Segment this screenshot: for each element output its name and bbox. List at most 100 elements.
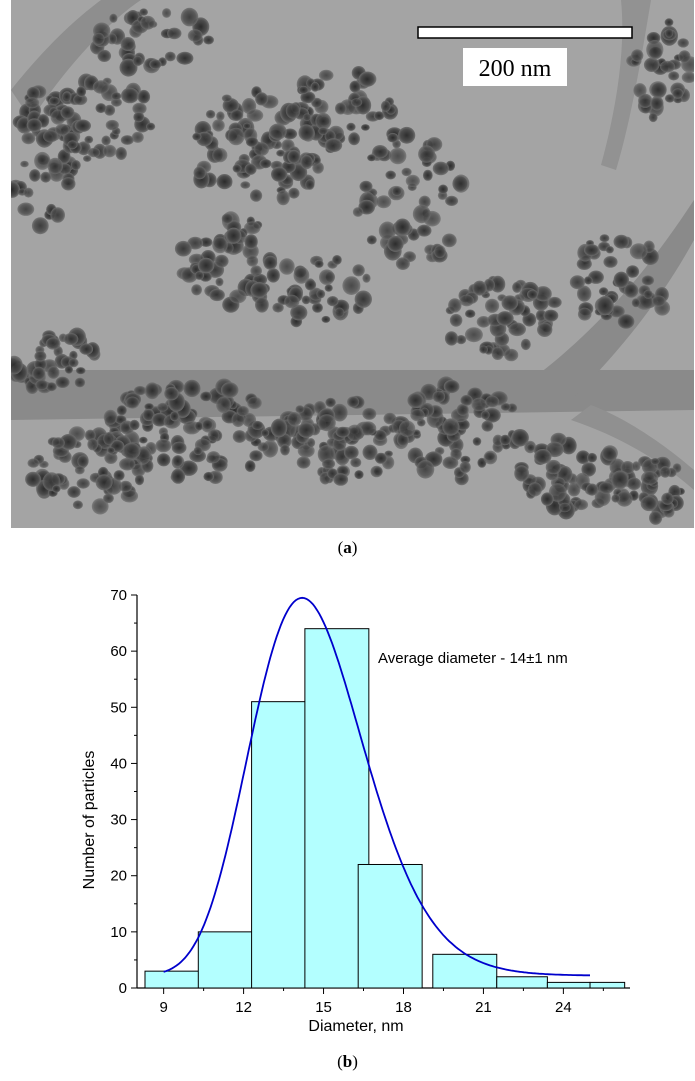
nanoparticle bbox=[324, 138, 343, 153]
nanoparticle bbox=[545, 459, 562, 475]
nanoparticle bbox=[460, 394, 473, 406]
tem-micrograph: 200 nm bbox=[11, 0, 694, 528]
nanoparticle bbox=[27, 458, 40, 468]
nanoparticle bbox=[144, 403, 154, 411]
nanoparticle bbox=[11, 181, 20, 198]
nanoparticle bbox=[249, 450, 263, 462]
nanoparticle bbox=[418, 195, 431, 208]
nanoparticle bbox=[170, 411, 179, 422]
nanoparticle bbox=[255, 297, 269, 313]
nanoparticle bbox=[391, 186, 402, 196]
nanoparticle bbox=[84, 135, 94, 144]
nanoparticle bbox=[376, 195, 392, 209]
chart-bars bbox=[144, 628, 626, 989]
nanoparticle bbox=[101, 135, 111, 146]
nanoparticle bbox=[259, 159, 272, 169]
nanoparticle bbox=[212, 119, 225, 132]
nanoparticle bbox=[577, 307, 592, 321]
nanoparticle bbox=[361, 124, 370, 131]
nanoparticle bbox=[171, 468, 186, 484]
x-tick-label: 21 bbox=[475, 999, 492, 1016]
nanoparticle bbox=[643, 57, 660, 72]
nanoparticle bbox=[350, 457, 362, 468]
nanoparticle bbox=[584, 244, 600, 256]
nanoparticle bbox=[250, 189, 263, 202]
nanoparticle bbox=[227, 127, 245, 146]
nanoparticle bbox=[678, 50, 691, 63]
nanoparticle bbox=[76, 478, 90, 489]
nanoparticle bbox=[132, 55, 143, 67]
nanoparticle bbox=[115, 147, 127, 160]
nanoparticle bbox=[55, 376, 70, 388]
nanoparticle bbox=[362, 444, 378, 460]
nanoparticle bbox=[244, 163, 257, 175]
nanoparticle bbox=[221, 94, 232, 103]
nanoparticle bbox=[333, 473, 349, 486]
nanoparticle bbox=[296, 456, 311, 469]
nanoparticle bbox=[472, 280, 487, 296]
nanoparticle bbox=[485, 298, 500, 313]
nanoparticle bbox=[250, 282, 268, 298]
nanoparticle bbox=[586, 483, 599, 496]
nanoparticle bbox=[385, 170, 397, 180]
nanoparticle bbox=[47, 366, 60, 379]
nanoparticle bbox=[641, 471, 659, 485]
nanoparticle bbox=[389, 147, 407, 165]
nanoparticle bbox=[263, 255, 278, 270]
nanoparticle bbox=[596, 296, 614, 316]
nanoparticle bbox=[221, 213, 234, 224]
nanoparticle bbox=[47, 157, 63, 175]
nanoparticle bbox=[74, 119, 91, 132]
nanoparticle bbox=[491, 346, 504, 360]
nanoparticle bbox=[20, 160, 29, 168]
fit-curve bbox=[163, 596, 590, 977]
nanoparticle bbox=[605, 246, 614, 254]
nanoparticle bbox=[300, 155, 313, 170]
nanoparticle bbox=[205, 109, 216, 119]
x-axis-label: Diameter, nm bbox=[308, 1018, 403, 1035]
nanoparticle bbox=[119, 58, 138, 77]
nanoparticle bbox=[67, 140, 78, 150]
nanoparticle bbox=[43, 130, 59, 143]
x-tick-label: 24 bbox=[555, 999, 572, 1016]
nanoparticle bbox=[59, 434, 78, 450]
nanoparticle bbox=[120, 489, 139, 503]
nanoparticle bbox=[626, 477, 642, 491]
nanoparticle bbox=[394, 218, 411, 236]
nanoparticle bbox=[23, 187, 34, 198]
nanoparticle bbox=[651, 295, 666, 307]
nanoparticle bbox=[499, 434, 511, 446]
nanoparticle bbox=[79, 343, 94, 355]
nanoparticle bbox=[483, 450, 498, 465]
chart-annotation: Average diameter - 14±1 nm bbox=[378, 650, 568, 667]
nanoparticle bbox=[164, 51, 176, 62]
nanoparticle bbox=[113, 470, 125, 481]
nanoparticle bbox=[449, 313, 463, 327]
nanoparticle bbox=[51, 437, 65, 449]
nanoparticle bbox=[172, 455, 184, 467]
nanoparticle bbox=[576, 450, 591, 465]
nanoparticle bbox=[212, 147, 228, 163]
nanoparticle bbox=[116, 405, 127, 416]
nanoparticle bbox=[629, 243, 648, 260]
histogram-bar bbox=[546, 981, 591, 989]
nanoparticle bbox=[443, 379, 460, 394]
nanoparticle bbox=[77, 455, 89, 468]
nanoparticle bbox=[434, 245, 446, 259]
nanoparticle bbox=[480, 410, 490, 420]
nanoparticle bbox=[251, 420, 264, 430]
nanoparticle bbox=[151, 412, 168, 427]
nanoparticle bbox=[496, 311, 514, 326]
nanoparticle bbox=[649, 510, 663, 525]
nanoparticle bbox=[87, 438, 99, 451]
nanoparticle bbox=[270, 418, 288, 438]
nanoparticle bbox=[312, 302, 323, 313]
nanoparticle bbox=[240, 181, 251, 189]
nanoparticle bbox=[471, 397, 487, 412]
nanoparticle bbox=[194, 271, 204, 280]
nanoparticle bbox=[334, 307, 345, 318]
nanoparticle bbox=[315, 112, 332, 130]
nanoparticle bbox=[297, 444, 315, 458]
nanoparticle bbox=[617, 314, 635, 329]
scale-label-box bbox=[463, 48, 567, 86]
